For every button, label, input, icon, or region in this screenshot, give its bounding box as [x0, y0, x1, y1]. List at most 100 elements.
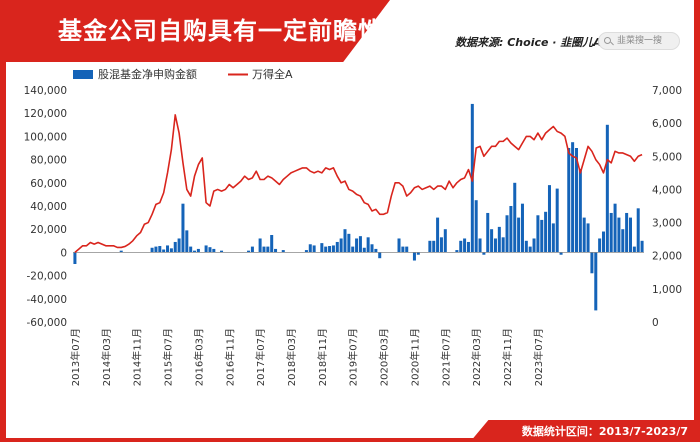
bar	[250, 246, 254, 253]
bar	[262, 246, 266, 253]
bar	[439, 237, 443, 253]
bar	[119, 250, 123, 253]
bar	[640, 240, 644, 253]
bar	[193, 250, 197, 253]
bar	[374, 248, 378, 253]
bar	[73, 252, 77, 264]
bar	[551, 223, 555, 253]
left-tick-label: -20,000	[26, 271, 67, 283]
bar	[212, 248, 216, 253]
bar	[443, 229, 447, 253]
bar	[412, 252, 416, 261]
bar	[320, 243, 324, 253]
bar	[466, 241, 470, 253]
right-border	[694, 0, 700, 442]
bar	[397, 238, 401, 253]
footer: 数据统计区间：2013/7-2023/7	[0, 420, 700, 442]
bar	[547, 185, 551, 253]
bar	[628, 217, 632, 253]
x-tick-label: 2020年11月	[408, 328, 421, 386]
left-tick-label: -60,000	[26, 317, 67, 329]
bar	[517, 217, 521, 253]
left-tick-label: 140,000	[24, 85, 67, 97]
bar	[208, 247, 212, 253]
bar	[177, 238, 181, 253]
x-tick-label: 2023年07月	[532, 328, 545, 386]
bar	[524, 240, 528, 253]
bar	[247, 250, 251, 253]
bar	[378, 252, 382, 259]
bar	[281, 250, 285, 253]
search-icon	[604, 37, 611, 44]
bar	[169, 248, 173, 253]
bar	[347, 233, 351, 253]
bar	[343, 229, 347, 253]
bar	[609, 212, 613, 253]
x-tick-label: 2022年03月	[470, 328, 483, 386]
bar	[158, 246, 162, 253]
x-tick-label: 2021年07月	[439, 328, 452, 386]
bar	[536, 215, 540, 253]
bar	[486, 212, 490, 253]
bar	[632, 246, 636, 253]
left-tick-label: 120,000	[24, 108, 67, 120]
bar	[625, 212, 629, 253]
bar	[274, 248, 278, 253]
stat-range-label: 数据统计区间：2013/7-2023/7	[521, 425, 688, 438]
x-tick-label: 2013年07月	[69, 328, 82, 386]
bar	[490, 229, 494, 253]
bar	[189, 246, 193, 253]
bar	[220, 250, 224, 253]
left-border	[0, 0, 6, 442]
footer-banner	[470, 420, 700, 442]
bar	[578, 168, 582, 253]
bar	[509, 206, 513, 253]
x-tick-label: 2016年03月	[192, 328, 205, 386]
bar	[432, 240, 436, 253]
left-tick-label: 20,000	[30, 224, 67, 236]
bar	[308, 244, 312, 253]
bar	[567, 148, 571, 253]
footer-line	[0, 438, 700, 442]
search-box[interactable]: 韭菜搜一搜	[598, 32, 680, 50]
bar	[154, 246, 158, 253]
right-tick-label: 0	[652, 317, 659, 329]
bar	[497, 226, 501, 253]
bar	[181, 203, 185, 253]
bar	[586, 223, 590, 253]
bar	[598, 238, 602, 253]
bar	[601, 231, 605, 253]
bar	[540, 219, 544, 253]
bar	[636, 208, 640, 253]
x-tick-label: 2014年03月	[100, 328, 113, 386]
bar	[331, 245, 335, 253]
x-tick-label: 2018年11月	[316, 328, 329, 386]
bar	[339, 238, 343, 253]
bar	[366, 237, 370, 253]
x-tick-label: 2022年11月	[501, 328, 514, 386]
left-tick-label: 100,000	[24, 131, 67, 143]
legend-bar-label: 股混基金净申购金额	[98, 67, 197, 81]
bar	[555, 188, 559, 253]
bar	[594, 252, 598, 311]
bar	[478, 238, 482, 253]
right-tick-label: 1,000	[652, 284, 682, 296]
bar	[455, 250, 459, 253]
x-tick-label: 2017年07月	[254, 328, 267, 386]
bar	[590, 252, 594, 274]
bar	[528, 246, 532, 253]
bar	[166, 245, 170, 253]
chart-svg: 股混基金净申购金额 万得全A -60,000 -40,000 -20,000 0 20,00…	[24, 67, 682, 386]
bar	[312, 245, 316, 253]
bar	[582, 217, 586, 253]
right-tick-label: 3,000	[652, 218, 682, 230]
bar	[482, 252, 486, 255]
bar	[173, 241, 177, 253]
bar	[621, 229, 625, 253]
bar	[362, 247, 366, 253]
bar	[574, 148, 578, 253]
bar	[304, 250, 308, 253]
bar	[571, 142, 575, 253]
bar	[544, 211, 548, 253]
